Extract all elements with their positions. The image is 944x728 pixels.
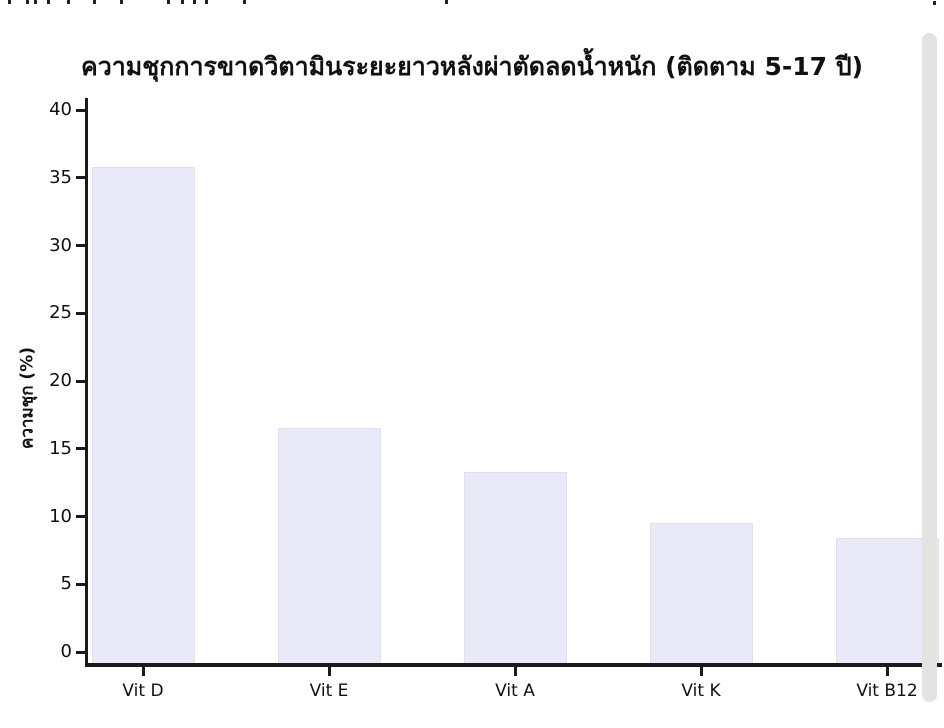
x-tick-mark bbox=[513, 667, 517, 676]
y-tick-mark bbox=[76, 650, 85, 654]
x-tick-mark bbox=[327, 667, 331, 676]
x-tick-label-vit-b12: Vit B12 bbox=[856, 681, 918, 701]
bar-vit-d bbox=[91, 166, 195, 665]
y-tick-label: 10 bbox=[49, 505, 72, 527]
y-tick-mark bbox=[76, 311, 85, 315]
y-tick-label: 0 bbox=[60, 641, 72, 662]
y-tick-label: 5 bbox=[60, 573, 72, 595]
x-axis-line bbox=[85, 663, 942, 667]
x-tick-label-vit-d: Vit D bbox=[122, 681, 164, 701]
y-axis-line bbox=[85, 98, 88, 667]
bar-vit-a bbox=[463, 471, 567, 665]
vertical-scrollbar[interactable] bbox=[922, 33, 937, 702]
clipped-text-fragments bbox=[8, 0, 11, 4]
y-axis-label: ความชุก (%) bbox=[17, 347, 38, 449]
chart-title: ความชุกการขาดวิตามินระยะยาวหลังผ่าตัดลดน… bbox=[80, 52, 864, 81]
y-tick-mark bbox=[76, 176, 85, 180]
y-tick-label: 30 bbox=[49, 234, 72, 256]
bar-vit-b12 bbox=[835, 538, 939, 665]
y-tick-label: 20 bbox=[49, 370, 72, 391]
x-tick-label-vit-k: Vit K bbox=[681, 681, 721, 701]
x-tick-label-vit-a: Vit A bbox=[495, 681, 535, 701]
x-tick-mark bbox=[699, 667, 703, 676]
y-tick-mark bbox=[76, 244, 85, 247]
y-tick-mark bbox=[76, 515, 85, 518]
y-tick-label: 40 bbox=[49, 99, 72, 120]
y-tick-mark bbox=[76, 447, 85, 451]
y-tick-label: 35 bbox=[49, 166, 72, 188]
y-tick-mark bbox=[76, 582, 85, 586]
bar-vit-k bbox=[649, 523, 753, 665]
x-tick-label-vit-e: Vit E bbox=[309, 681, 349, 701]
bar-vit-e bbox=[277, 428, 381, 665]
y-tick-mark bbox=[76, 379, 85, 383]
y-tick-label: 25 bbox=[49, 302, 72, 324]
y-tick-mark bbox=[76, 108, 85, 112]
x-tick-mark bbox=[141, 667, 145, 676]
x-tick-mark bbox=[885, 667, 889, 676]
y-tick-label: 15 bbox=[49, 437, 72, 459]
